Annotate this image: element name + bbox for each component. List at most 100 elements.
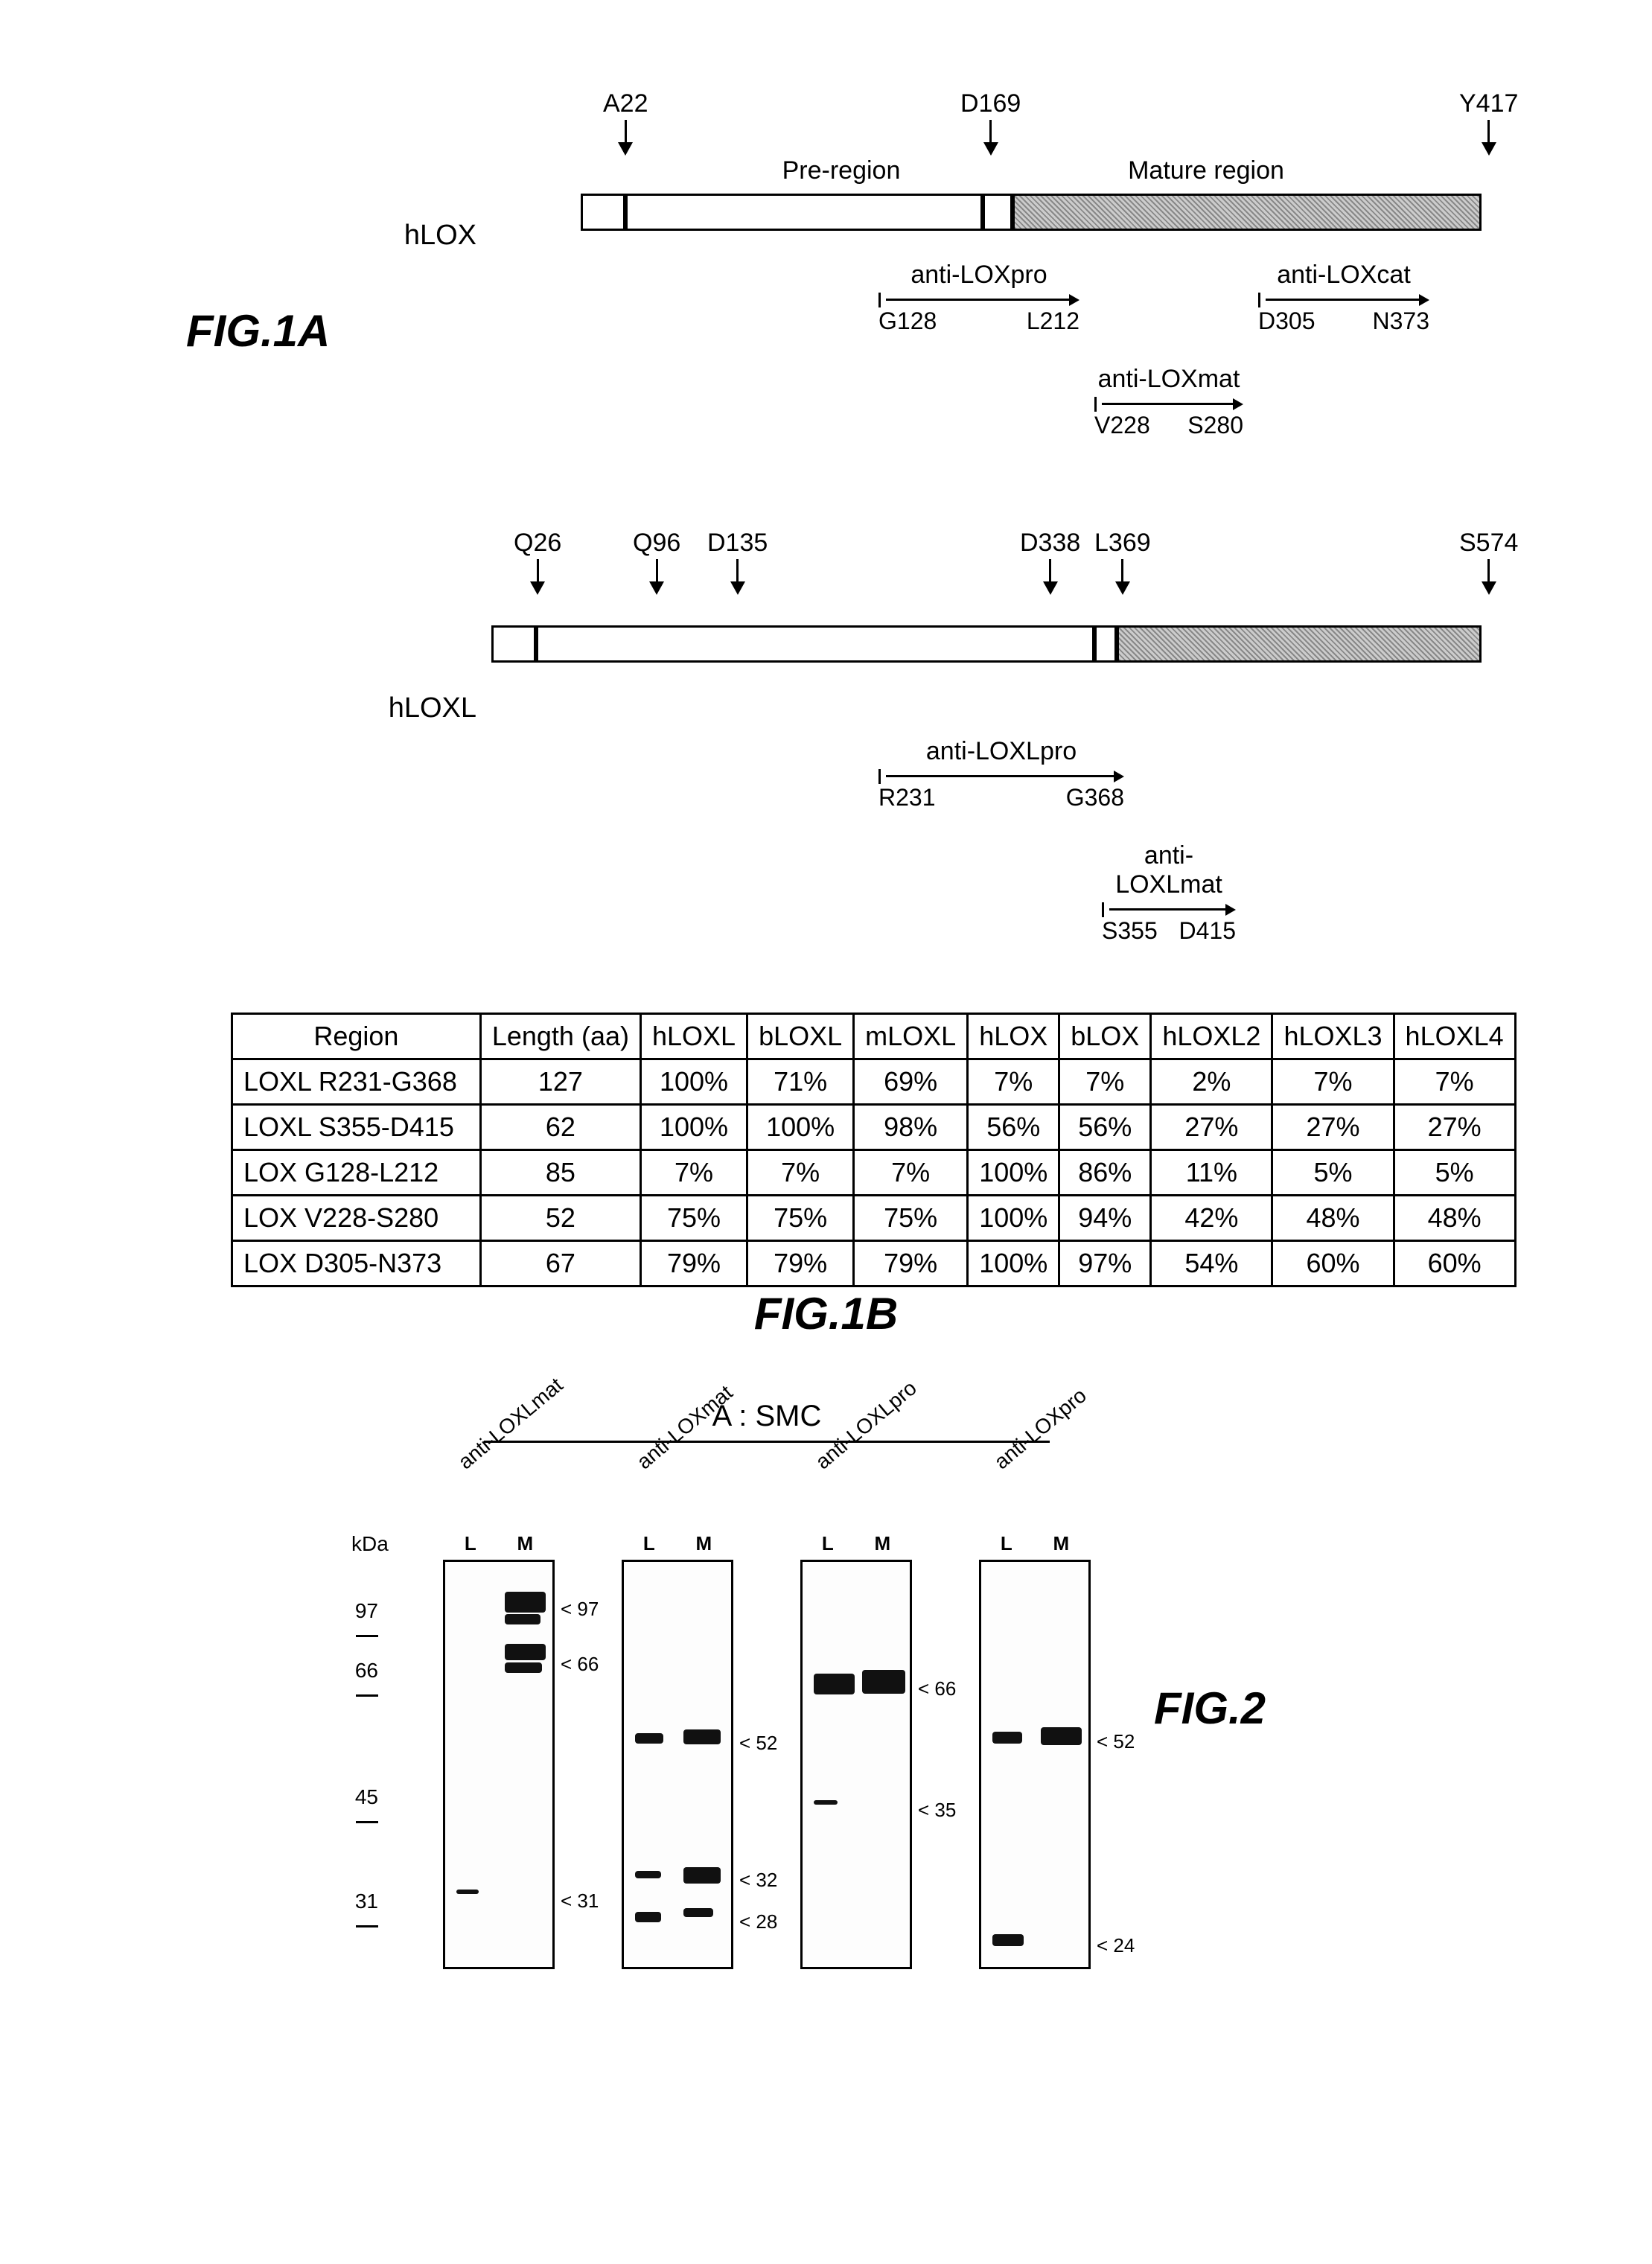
band-size-marker: < 31 xyxy=(561,1890,599,1913)
blot-band xyxy=(456,1890,479,1894)
hloxl-name: hLOXL xyxy=(357,692,476,724)
hlox-name: hLOX xyxy=(357,220,476,252)
hlox-bar xyxy=(491,194,1534,231)
table-cell: 75% xyxy=(747,1196,854,1241)
table-cell: 100% xyxy=(747,1105,854,1150)
table-cell: LOX D305-N373 xyxy=(232,1241,481,1286)
band-size-marker: < 24 xyxy=(1097,1934,1135,1957)
table-cell: 94% xyxy=(1059,1196,1151,1241)
blot-box: kDa97664531< 97< 66< 31 xyxy=(443,1560,555,1969)
table-cell: 100% xyxy=(640,1105,747,1150)
western-blot: anti-LOXproL M< 52< 24 xyxy=(968,1473,1102,1969)
table-cell: 7% xyxy=(1394,1059,1515,1105)
table-row: LOX V228-S2805275%75%75%100%94%42%48%48% xyxy=(232,1196,1516,1241)
table-cell: 7% xyxy=(968,1059,1059,1105)
table-header-cell: Region xyxy=(232,1014,481,1059)
fig2-title-line xyxy=(484,1441,1050,1443)
table-header-cell: hLOXL4 xyxy=(1394,1014,1515,1059)
table-cell: 98% xyxy=(854,1105,968,1150)
table-header-cell: bLOXL xyxy=(747,1014,854,1059)
blot-box: < 52< 32< 28 xyxy=(622,1560,733,1969)
table-body: LOXL R231-G368127100%71%69%7%7%2%7%7%LOX… xyxy=(232,1059,1516,1286)
hlox-marker: A22 xyxy=(603,89,648,156)
table-cell: 79% xyxy=(854,1241,968,1286)
western-blot: anti-LOXmatL M< 52< 32< 28 xyxy=(610,1473,744,1969)
band-size-marker: < 32 xyxy=(739,1869,777,1892)
band-size-marker: < 97 xyxy=(561,1598,599,1621)
table-cell: 56% xyxy=(968,1105,1059,1150)
identity-table: RegionLength (aa)hLOXLbLOXLmLOXLhLOXbLOX… xyxy=(231,1013,1517,1287)
table-cell: 85 xyxy=(480,1150,640,1196)
blot-band xyxy=(635,1912,661,1922)
blot-band xyxy=(683,1867,721,1884)
table-cell: 54% xyxy=(1151,1241,1272,1286)
table-cell: 69% xyxy=(854,1059,968,1105)
blot-lane-header: L M xyxy=(789,1532,923,1555)
hloxl-marker: Q26 xyxy=(514,529,561,595)
table-cell: 11% xyxy=(1151,1150,1272,1196)
table-header-cell: mLOXL xyxy=(854,1014,968,1059)
antibody-range: anti-LOXmatV228S280 xyxy=(1094,365,1243,439)
hloxl-bar xyxy=(491,625,1534,663)
blot-band xyxy=(992,1732,1022,1744)
table-cell: 27% xyxy=(1394,1105,1515,1150)
table-cell: 86% xyxy=(1059,1150,1151,1196)
western-blot: anti-LOXLproL M< 66< 35 xyxy=(789,1473,923,1969)
table-header-cell: hLOXL2 xyxy=(1151,1014,1272,1059)
table-row: LOXL S355-D41562100%100%98%56%56%27%27%2… xyxy=(232,1105,1516,1150)
table-cell: 52 xyxy=(480,1196,640,1241)
table-cell: 56% xyxy=(1059,1105,1151,1150)
antibody-range: anti-LOXLmatS355D415 xyxy=(1102,841,1236,945)
table-cell: 67 xyxy=(480,1241,640,1286)
hlox-marker: Y417 xyxy=(1459,89,1518,156)
table-cell: 75% xyxy=(640,1196,747,1241)
table-cell: 75% xyxy=(854,1196,968,1241)
table-cell: 7% xyxy=(1272,1059,1394,1105)
blot-band xyxy=(1041,1727,1082,1745)
blot-lane-header: L M xyxy=(610,1532,744,1555)
hloxl-marker: D338 xyxy=(1020,529,1080,595)
table-header-cell: Length (aa) xyxy=(480,1014,640,1059)
blot-lane-header: L M xyxy=(968,1532,1102,1555)
fig1a-label: FIG.1A xyxy=(186,305,330,357)
table-cell: 100% xyxy=(968,1241,1059,1286)
table-cell: 62 xyxy=(480,1105,640,1150)
table-cell: 127 xyxy=(480,1059,640,1105)
table-cell: 27% xyxy=(1151,1105,1272,1150)
band-size-marker: < 52 xyxy=(1097,1730,1135,1753)
hlox-markers: A22 D169 Y417 xyxy=(491,89,1534,156)
antibody-range: anti-LOXcatD305N373 xyxy=(1258,261,1429,335)
band-size-marker: < 52 xyxy=(739,1732,777,1755)
table-cell: 7% xyxy=(640,1150,747,1196)
fig2-area: A : SMC anti-LOXLmatL MkDa97664531< 97< … xyxy=(357,1400,1176,1969)
blot-band xyxy=(505,1662,542,1673)
blot-band xyxy=(635,1871,661,1878)
table-row: LOXL R231-G368127100%71%69%7%7%2%7%7% xyxy=(232,1059,1516,1105)
table-cell: 48% xyxy=(1272,1196,1394,1241)
table-header-cell: hLOXL xyxy=(640,1014,747,1059)
table-cell: LOXL S355-D415 xyxy=(232,1105,481,1150)
table-row: LOX G128-L212857%7%7%100%86%11%5%5% xyxy=(232,1150,1516,1196)
table-cell: 2% xyxy=(1151,1059,1272,1105)
antibody-range: anti-LOXproG128L212 xyxy=(878,261,1079,335)
table-cell: 7% xyxy=(1059,1059,1151,1105)
table-cell: 60% xyxy=(1394,1241,1515,1286)
table-cell: 48% xyxy=(1394,1196,1515,1241)
table-cell: 100% xyxy=(968,1196,1059,1241)
table-cell: 60% xyxy=(1272,1241,1394,1286)
hlox-marker: D169 xyxy=(960,89,1021,156)
hloxl-marker: S574 xyxy=(1459,529,1518,595)
table-cell: 71% xyxy=(747,1059,854,1105)
table-header-row: RegionLength (aa)hLOXLbLOXLmLOXLhLOXbLOX… xyxy=(232,1014,1516,1059)
table-cell: LOX V228-S280 xyxy=(232,1196,481,1241)
hloxl-marker: L369 xyxy=(1094,529,1151,595)
table-cell: 100% xyxy=(968,1150,1059,1196)
blot-band xyxy=(683,1729,721,1744)
blot-box: < 66< 35 xyxy=(800,1560,912,1969)
band-size-marker: < 66 xyxy=(561,1653,599,1676)
blot-band xyxy=(814,1674,855,1694)
blot-band xyxy=(505,1614,540,1624)
antibody-range: anti-LOXLproR231G368 xyxy=(878,737,1124,811)
pre-region-label: Pre-region xyxy=(730,156,953,185)
table-cell: LOXL R231-G368 xyxy=(232,1059,481,1105)
